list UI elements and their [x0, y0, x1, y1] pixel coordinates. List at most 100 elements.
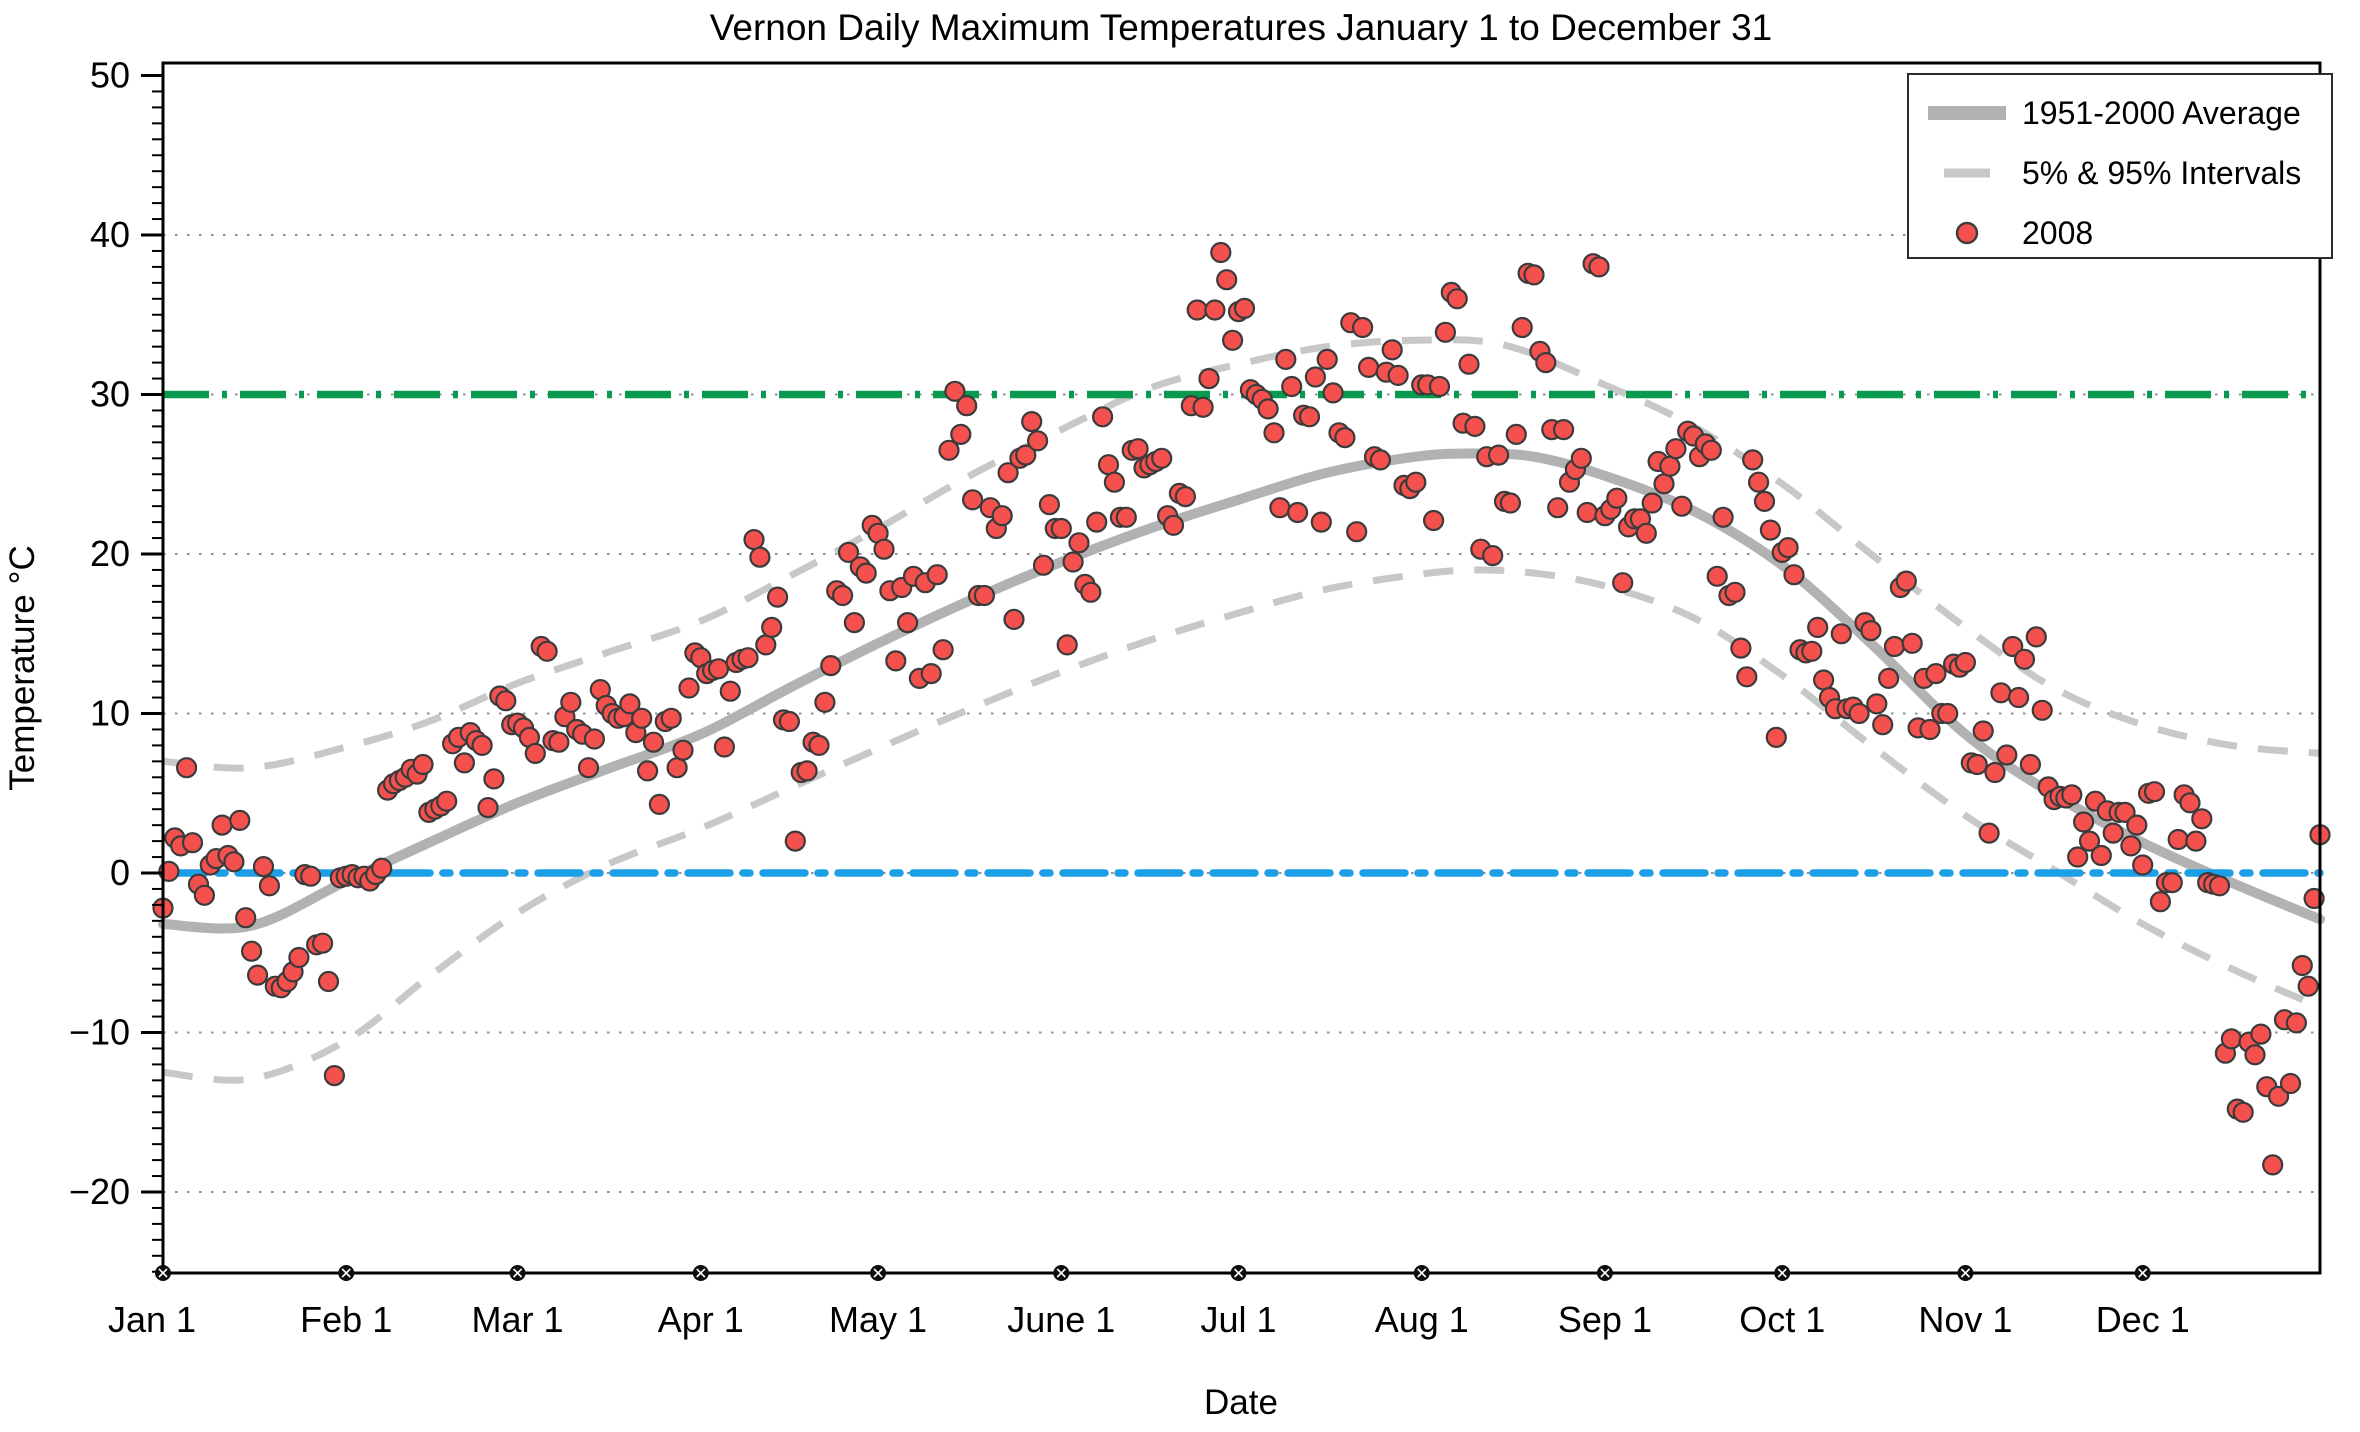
data-point-2008	[1730, 637, 1752, 659]
data-point-2008	[1316, 348, 1338, 370]
y-axis: 50 40 30 20 10 0 −10 −20	[69, 55, 163, 1273]
data-point-2008	[660, 707, 682, 729]
month-marker-glyph	[341, 1268, 351, 1278]
x-tick-label: June 1	[1007, 1299, 1115, 1340]
average-curve	[158, 448, 2325, 934]
data-point-2008	[713, 736, 736, 758]
data-point-2008	[1812, 669, 1835, 691]
data-point-2008	[181, 832, 204, 854]
x-tick-label: Oct 1	[1739, 1299, 1825, 1340]
data-point-2008	[808, 734, 830, 757]
month-marker-glyph	[158, 1268, 168, 1278]
data-point-2008	[766, 586, 789, 608]
data-point-2008	[1186, 299, 1208, 321]
data-point-2008	[1753, 490, 1776, 512]
data-point-2008	[317, 970, 340, 993]
data-point-2008	[477, 796, 499, 819]
data-point-2008	[1080, 581, 1102, 603]
data-point-2008	[1422, 509, 1445, 532]
data-point-2008	[323, 1064, 345, 1087]
data-point-2008	[1523, 264, 1545, 286]
data-point-2008	[1086, 511, 1108, 533]
data-point-2008	[1612, 572, 1634, 594]
data-point-2008	[258, 875, 280, 897]
data-point-2008	[636, 760, 659, 782]
data-point-2008	[1588, 256, 1610, 278]
x-tick-label: Aug 1	[1375, 1299, 1469, 1340]
data-point-2008	[1860, 619, 1882, 642]
data-point-2008	[1736, 666, 1758, 688]
data-point-2008	[678, 677, 700, 699]
data-point-2008	[1405, 471, 1427, 493]
x-axis-label: Date	[1204, 1383, 1278, 1422]
data-point-2008	[1487, 444, 1510, 466]
data-point-2008	[1097, 454, 1120, 476]
data-point-2008	[548, 731, 570, 753]
data-point-2008	[619, 693, 641, 715]
data-point-2008	[241, 940, 263, 962]
data-point-2008	[2279, 1072, 2302, 1095]
data-point-2008	[1026, 430, 1049, 452]
data-point-2008	[1263, 422, 1285, 444]
data-point-2008	[1162, 514, 1185, 536]
data-point-2008	[1954, 651, 1977, 674]
data-point-2008	[1984, 761, 2006, 784]
gridlines	[163, 234, 2320, 1193]
data-point-2008	[1275, 348, 1297, 370]
data-point-2008	[1204, 299, 1226, 321]
data-point-2008	[223, 851, 245, 873]
data-point-2008	[1919, 718, 1941, 741]
data-point-2008	[1103, 471, 1126, 493]
data-point-2008	[666, 757, 688, 779]
data-point-2008	[1446, 288, 1468, 310]
data-point-2008	[2220, 1028, 2242, 1050]
data-point-2008	[1872, 714, 1894, 736]
data-point-2008	[761, 616, 783, 639]
data-point-2008	[719, 680, 741, 702]
scatter-2008	[152, 241, 2331, 1176]
data-point-2008	[2297, 975, 2319, 997]
data-point-2008	[1972, 720, 1994, 742]
data-point-2008	[176, 757, 198, 779]
data-point-2008	[932, 639, 954, 661]
data-point-2008	[2167, 828, 2189, 851]
data-point-2008	[2031, 699, 2053, 721]
data-point-2008	[1464, 415, 1486, 437]
y-axis-label: Temperature °C	[3, 545, 42, 790]
month-marker-glyph	[513, 1268, 523, 1278]
data-point-2008	[1499, 492, 1522, 514]
data-point-2008	[1700, 439, 1722, 461]
data-point-2008	[997, 462, 1019, 484]
data-point-2008	[288, 946, 310, 969]
data-point-2008	[412, 753, 434, 776]
data-point-2008	[1482, 544, 1504, 567]
data-point-2008	[885, 650, 907, 672]
data-point-2008	[247, 964, 269, 986]
data-point-2008	[2078, 830, 2101, 852]
data-point-2008	[1369, 449, 1392, 471]
data-point-2008	[1706, 565, 1728, 587]
data-point-2008	[1883, 635, 1906, 658]
data-point-2008	[1115, 506, 1137, 528]
data-point-2008	[1576, 501, 1598, 524]
data-point-2008	[1996, 744, 2018, 766]
data-point-2008	[1966, 753, 1988, 776]
data-point-2008	[961, 489, 984, 511]
data-point-2008	[2013, 648, 2036, 670]
data-point-2008	[1322, 382, 1344, 404]
data-point-2008	[1552, 419, 1575, 441]
data-point-2008	[229, 809, 251, 832]
data-point-2008	[1174, 486, 1197, 508]
data-point-2008	[1015, 444, 1037, 466]
data-point-2008	[371, 857, 393, 879]
data-point-2008	[743, 528, 765, 551]
data-point-2008	[1458, 353, 1480, 375]
data-point-2008	[1210, 241, 1232, 264]
data-point-2008	[2291, 954, 2313, 977]
data-point-2008	[495, 690, 517, 712]
y-tick-label: 40	[90, 214, 130, 255]
month-marker-glyph	[1960, 1268, 1970, 1278]
data-point-2008	[672, 739, 694, 761]
x-tick-label: Jul 1	[1201, 1299, 1277, 1340]
